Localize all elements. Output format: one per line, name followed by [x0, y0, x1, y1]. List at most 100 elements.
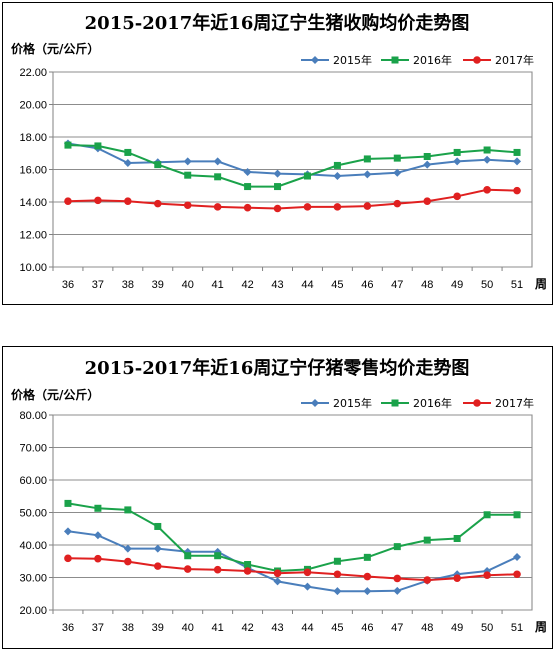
data-point — [64, 554, 72, 563]
data-point — [423, 197, 432, 205]
series-1 — [63, 139, 522, 180]
data-point — [393, 543, 401, 551]
y-tick-label: 22.00 — [19, 67, 47, 79]
data-point — [94, 196, 102, 205]
data-point — [303, 568, 312, 577]
data-point — [453, 157, 462, 166]
x-tick-label: 47 — [391, 279, 403, 291]
data-point — [94, 504, 102, 512]
data-point — [64, 141, 72, 149]
data-point — [333, 172, 342, 180]
data-point — [184, 171, 192, 179]
x-tick-label: 51 — [511, 279, 523, 291]
data-point — [153, 199, 162, 208]
y-tick-label: 50.00 — [19, 508, 47, 520]
legend-label: 2016年 — [413, 53, 452, 67]
data-point — [363, 202, 372, 210]
data-point — [183, 547, 192, 556]
legend-item: 2016年 — [381, 53, 452, 67]
x-tick-label: 36 — [62, 622, 74, 634]
data-point — [513, 553, 522, 562]
x-tick-label: 37 — [92, 279, 104, 291]
y-tick-label: 30.00 — [19, 573, 47, 585]
data-point — [393, 168, 402, 177]
y-tick-label: 12.00 — [19, 230, 47, 242]
data-point — [363, 553, 371, 561]
data-point — [391, 56, 399, 64]
data-point — [393, 199, 402, 208]
data-point — [333, 587, 342, 596]
legend-item: 2015年 — [301, 396, 372, 410]
data-point — [513, 511, 521, 519]
x-tick-label: 50 — [481, 279, 493, 291]
legend-item: 2016年 — [381, 396, 452, 410]
x-tick-label: 40 — [182, 279, 194, 291]
data-point — [483, 511, 491, 519]
data-point — [393, 154, 401, 162]
data-point — [363, 170, 372, 179]
data-point — [124, 557, 132, 566]
data-point — [273, 569, 282, 578]
y-tick-label: 20.00 — [19, 605, 47, 617]
legend-item: 2015年 — [301, 53, 372, 67]
data-point — [124, 197, 132, 205]
chart-title: 2015-2017年近16周辽宁仔猪零售均价走势图 — [85, 357, 470, 379]
x-tick-label: 47 — [391, 622, 403, 634]
series-3 — [64, 554, 521, 584]
data-point — [423, 160, 432, 169]
data-point — [453, 574, 461, 582]
x-tick-label: 43 — [271, 279, 283, 291]
data-point — [274, 183, 282, 191]
x-tick-label: 45 — [331, 622, 343, 634]
data-point — [303, 582, 312, 591]
data-point — [244, 561, 252, 568]
data-point — [153, 562, 162, 570]
x-tick-label: 39 — [152, 279, 164, 291]
x-tick-label: 40 — [182, 622, 194, 634]
data-point — [423, 536, 431, 544]
data-point — [363, 155, 371, 163]
data-point — [183, 565, 192, 573]
data-point — [94, 554, 102, 563]
data-point — [243, 567, 252, 575]
data-point — [124, 506, 132, 514]
series-line — [67, 144, 518, 188]
x-tick-label: 49 — [451, 622, 463, 634]
legend-item: 2017年 — [463, 396, 534, 410]
legend-label: 2017年 — [495, 53, 534, 67]
x-tick-label: 42 — [241, 279, 253, 291]
y-tick-label: 70.00 — [19, 443, 47, 455]
x-tick-label: 36 — [62, 279, 74, 291]
series-line — [67, 557, 518, 582]
legend-label: 2015年 — [333, 53, 372, 67]
x-tick-label: 48 — [421, 279, 433, 291]
data-point — [363, 572, 372, 581]
data-point — [333, 570, 342, 579]
data-point — [244, 183, 252, 191]
data-point — [93, 531, 102, 540]
x-tick-label: 44 — [301, 279, 313, 291]
data-point — [153, 544, 162, 553]
x-tick-label: 42 — [241, 622, 253, 634]
chart-panel-piglet: 2015-2017年近16周辽宁仔猪零售均价走势图 价格（元/公斤） 20.00 30… — [2, 346, 553, 649]
series-1 — [63, 527, 522, 596]
y-tick-label: 60.00 — [19, 475, 47, 487]
x-tick-label: 48 — [421, 622, 433, 634]
data-point — [473, 56, 481, 64]
x-tick-label: 38 — [122, 279, 134, 291]
x-axis-label: 周 — [535, 277, 547, 291]
legend-label: 2015年 — [333, 396, 372, 410]
data-point — [483, 186, 491, 194]
data-point — [423, 153, 431, 160]
data-point — [214, 552, 222, 560]
data-point — [453, 535, 461, 542]
y-tick-label: 18.00 — [19, 132, 47, 144]
data-point — [483, 155, 492, 164]
data-point — [124, 148, 132, 156]
chart-title: 2015-2017年近16周辽宁生猪收购均价走势图 — [85, 12, 470, 34]
x-tick-label: 37 — [92, 622, 104, 634]
y-axis-label: 价格（元/公斤） — [11, 41, 99, 56]
data-point — [213, 565, 222, 574]
